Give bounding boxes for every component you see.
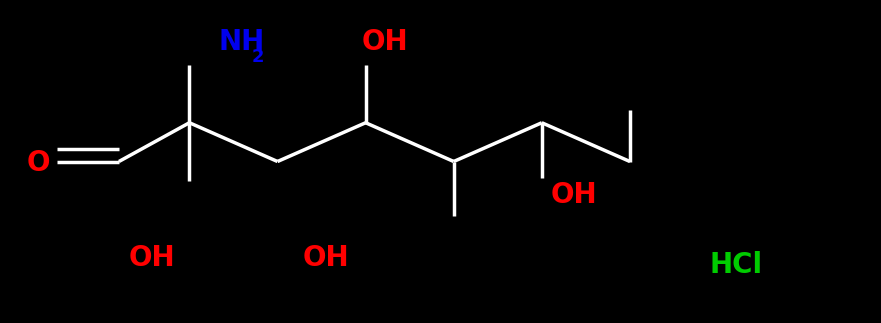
Text: OH: OH bbox=[130, 245, 175, 272]
Text: OH: OH bbox=[362, 28, 408, 56]
Text: OH: OH bbox=[303, 245, 349, 272]
Text: O: O bbox=[26, 149, 49, 177]
Text: HCl: HCl bbox=[709, 251, 762, 279]
Text: 2: 2 bbox=[252, 47, 264, 66]
Text: OH: OH bbox=[551, 182, 597, 209]
Text: NH: NH bbox=[218, 28, 264, 56]
